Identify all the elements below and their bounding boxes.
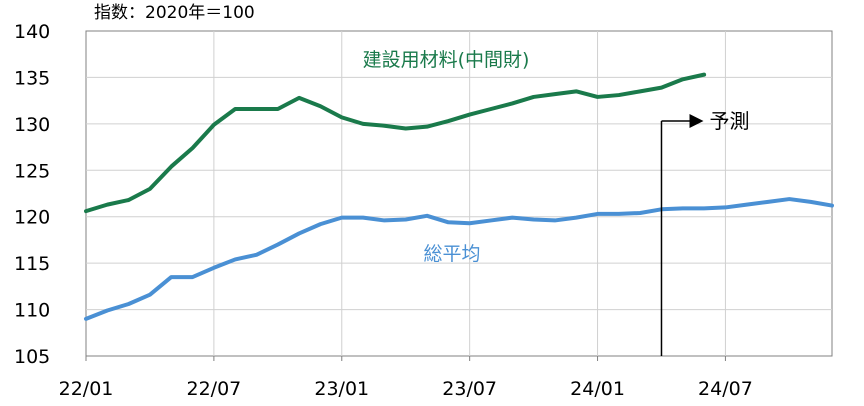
y-tick-label: 130 xyxy=(14,114,50,136)
series-line xyxy=(84,197,834,321)
y-tick-label: 120 xyxy=(14,207,50,229)
series-label: 総平均 xyxy=(423,243,480,265)
y-axis: 105 110 115 120 125 130 135 140 xyxy=(14,21,50,368)
y-tick-label: 105 xyxy=(14,346,50,368)
x-tick-label: 24/07 xyxy=(698,378,753,400)
x-tick-label: 23/07 xyxy=(442,378,497,400)
unit-label: 指数：2020年＝100 xyxy=(94,3,255,23)
x-tick-label: 22/07 xyxy=(187,378,242,400)
forecast-marker: 予測 xyxy=(660,109,749,356)
x-tick-label: 22/01 xyxy=(59,378,114,400)
forecast-label: 予測 xyxy=(709,109,749,133)
series-label: 建設用材料(中間財) xyxy=(363,49,530,71)
y-tick-label: 125 xyxy=(14,160,50,182)
plot-area xyxy=(85,30,833,357)
y-tick-label: 110 xyxy=(14,300,50,322)
y-tick-label: 115 xyxy=(14,253,50,275)
x-tick-label: 23/01 xyxy=(314,378,369,400)
y-tick-label: 135 xyxy=(14,67,50,89)
y-tick-label: 140 xyxy=(14,21,50,43)
x-axis: 22/01 22/07 23/01 23/07 24/01 24/07 xyxy=(59,356,753,400)
series-group: 建設用材料(中間財) 総平均 xyxy=(84,49,834,321)
grid xyxy=(86,31,832,356)
x-tick-label: 24/01 xyxy=(570,378,625,400)
forecast-arrow-head xyxy=(689,114,704,128)
series-line xyxy=(84,72,707,214)
